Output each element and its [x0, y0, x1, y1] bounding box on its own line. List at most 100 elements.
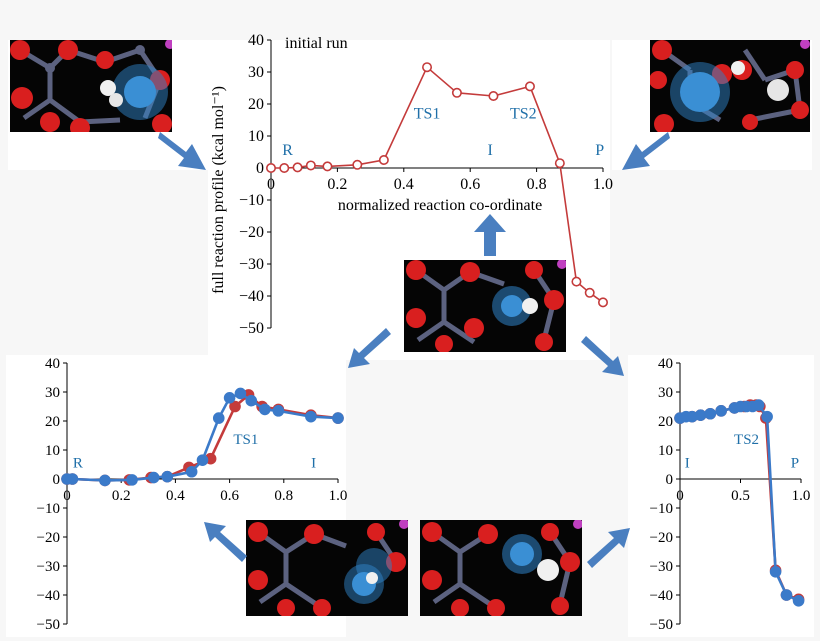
left-x-tick-label: 0.8 — [274, 488, 293, 504]
right-x-tick-label: 0 — [676, 488, 684, 504]
left-x-tick-label: 0 — [63, 488, 71, 504]
main-series-0-point — [554, 158, 565, 169]
left-annotation-r: R — [73, 455, 83, 471]
structure-ts2-image — [420, 520, 582, 616]
right-series-1-point — [792, 594, 805, 607]
left-x-tick-label: 1.0 — [329, 488, 348, 504]
main-series-0-point — [488, 91, 499, 102]
right-annotation-i: I — [685, 455, 690, 471]
main-series-0-point — [571, 276, 582, 287]
arrow-reactant-to-main — [158, 132, 206, 170]
structure-reactant-image — [10, 40, 172, 132]
right-series-1-point — [780, 589, 793, 601]
left-series-0-point — [229, 400, 241, 413]
left-y-tick-label: −20 — [37, 530, 60, 546]
right-y-tick-label: 30 — [658, 385, 673, 401]
main-series-0-point — [265, 163, 276, 174]
right-annotation-ts2: TS2 — [734, 432, 759, 448]
main-y-tick-label: −40 — [239, 288, 264, 305]
left-y-tick-label: −30 — [37, 559, 60, 575]
main-x-tick-label: 1.0 — [593, 176, 613, 193]
left-series-1-point — [161, 470, 174, 483]
left-y-tick-label: −40 — [37, 588, 60, 604]
left-y-tick-label: −10 — [37, 501, 60, 517]
right-series-1-point — [761, 410, 773, 423]
left-x-tick-label: 0.2 — [112, 488, 131, 504]
structure-intermediate-image — [404, 260, 566, 352]
right-y-tick-label: 0 — [666, 472, 674, 488]
left-annotation-ts1: TS1 — [233, 432, 258, 448]
right-series-1-point — [769, 565, 782, 578]
left-series-1-point — [126, 474, 138, 486]
right-y-tick-label: −20 — [650, 530, 673, 546]
main-series-0-point — [378, 155, 389, 166]
main-annotation-p: P — [595, 142, 604, 159]
left-series-1-point — [272, 405, 285, 417]
left-series-1-point — [305, 410, 317, 423]
main-series-0-point — [292, 162, 303, 173]
left-y-tick-label: 30 — [45, 385, 60, 401]
main-series-0-point — [597, 297, 608, 308]
main-series-0-point — [322, 161, 333, 172]
right-y-tick-label: −40 — [650, 588, 673, 604]
main-x-tick-label: 0 — [267, 176, 275, 193]
main-annotation-i: I — [487, 142, 492, 159]
main-x-tick-label: 0.6 — [460, 176, 480, 193]
main-y-tick-label: 10 — [248, 128, 264, 145]
main-x-tick-label: 0.4 — [394, 176, 414, 193]
right-y-tick-label: −30 — [650, 559, 673, 575]
main-series-0-point — [524, 81, 535, 92]
arrow-ts2-to-right — [587, 528, 630, 568]
right-y-tick-label: 10 — [658, 443, 673, 459]
left-x-tick-label: 0.6 — [220, 488, 239, 504]
main-annotation-ts1: TS1 — [414, 105, 441, 122]
main-y-tick-label: 40 — [248, 32, 264, 49]
right-y-tick-label: 20 — [658, 414, 673, 430]
main-x-tick-label: 0.2 — [327, 176, 347, 193]
arrow-ts1-to-left — [204, 522, 247, 562]
right-series-1-point — [704, 407, 717, 420]
right-y-tick-label: −50 — [650, 617, 673, 633]
main-series-0-point — [352, 159, 363, 170]
structure-ts1-art — [246, 520, 408, 616]
structure-product-art — [650, 40, 810, 132]
left-x-tick-label: 0.4 — [166, 488, 185, 504]
structure-intermediate-art — [404, 260, 566, 352]
arrow-main-to-left — [348, 328, 391, 368]
main-y-tick-label: −50 — [239, 320, 264, 337]
main-series-0-point — [305, 160, 316, 171]
main-series-0-point — [422, 62, 433, 73]
left-y-tick-label: 40 — [45, 356, 60, 372]
structure-product-image — [650, 40, 810, 132]
left-series-1-point — [234, 387, 247, 400]
main-series-0-point — [584, 287, 595, 298]
main-x-axis-label: normalized reaction co-ordinate — [338, 197, 542, 214]
main-annotation-ts2: TS2 — [510, 105, 537, 122]
right-annotation-p: P — [791, 455, 799, 471]
main-annotation-r: R — [282, 142, 293, 159]
left-y-tick-label: 0 — [53, 472, 61, 488]
left-series-1-point — [185, 465, 198, 478]
main-y-tick-label: 30 — [248, 64, 264, 81]
left-annotation-i: I — [311, 455, 316, 471]
left-series-1-point — [66, 473, 79, 485]
structure-reactant-art — [10, 40, 172, 132]
right-x-tick-label: 0.5 — [731, 488, 750, 504]
left-series-1-point — [245, 394, 258, 407]
left-series-1-point — [259, 403, 271, 416]
main-x-tick-label: 0.8 — [527, 176, 547, 193]
right-y-tick-label: −10 — [650, 501, 673, 517]
left-series-1-point — [196, 454, 209, 466]
left-y-tick-label: −50 — [37, 617, 60, 633]
left-series-1-point — [99, 474, 111, 487]
main-series-0-point — [279, 163, 290, 174]
right-series-1-point — [752, 399, 765, 411]
structure-ts1-image — [246, 520, 408, 616]
left-y-tick-label: 20 — [45, 414, 60, 430]
right-series-1-point — [694, 409, 707, 422]
right-x-tick-label: 1.0 — [792, 488, 811, 504]
left-series-1-point — [147, 471, 160, 484]
